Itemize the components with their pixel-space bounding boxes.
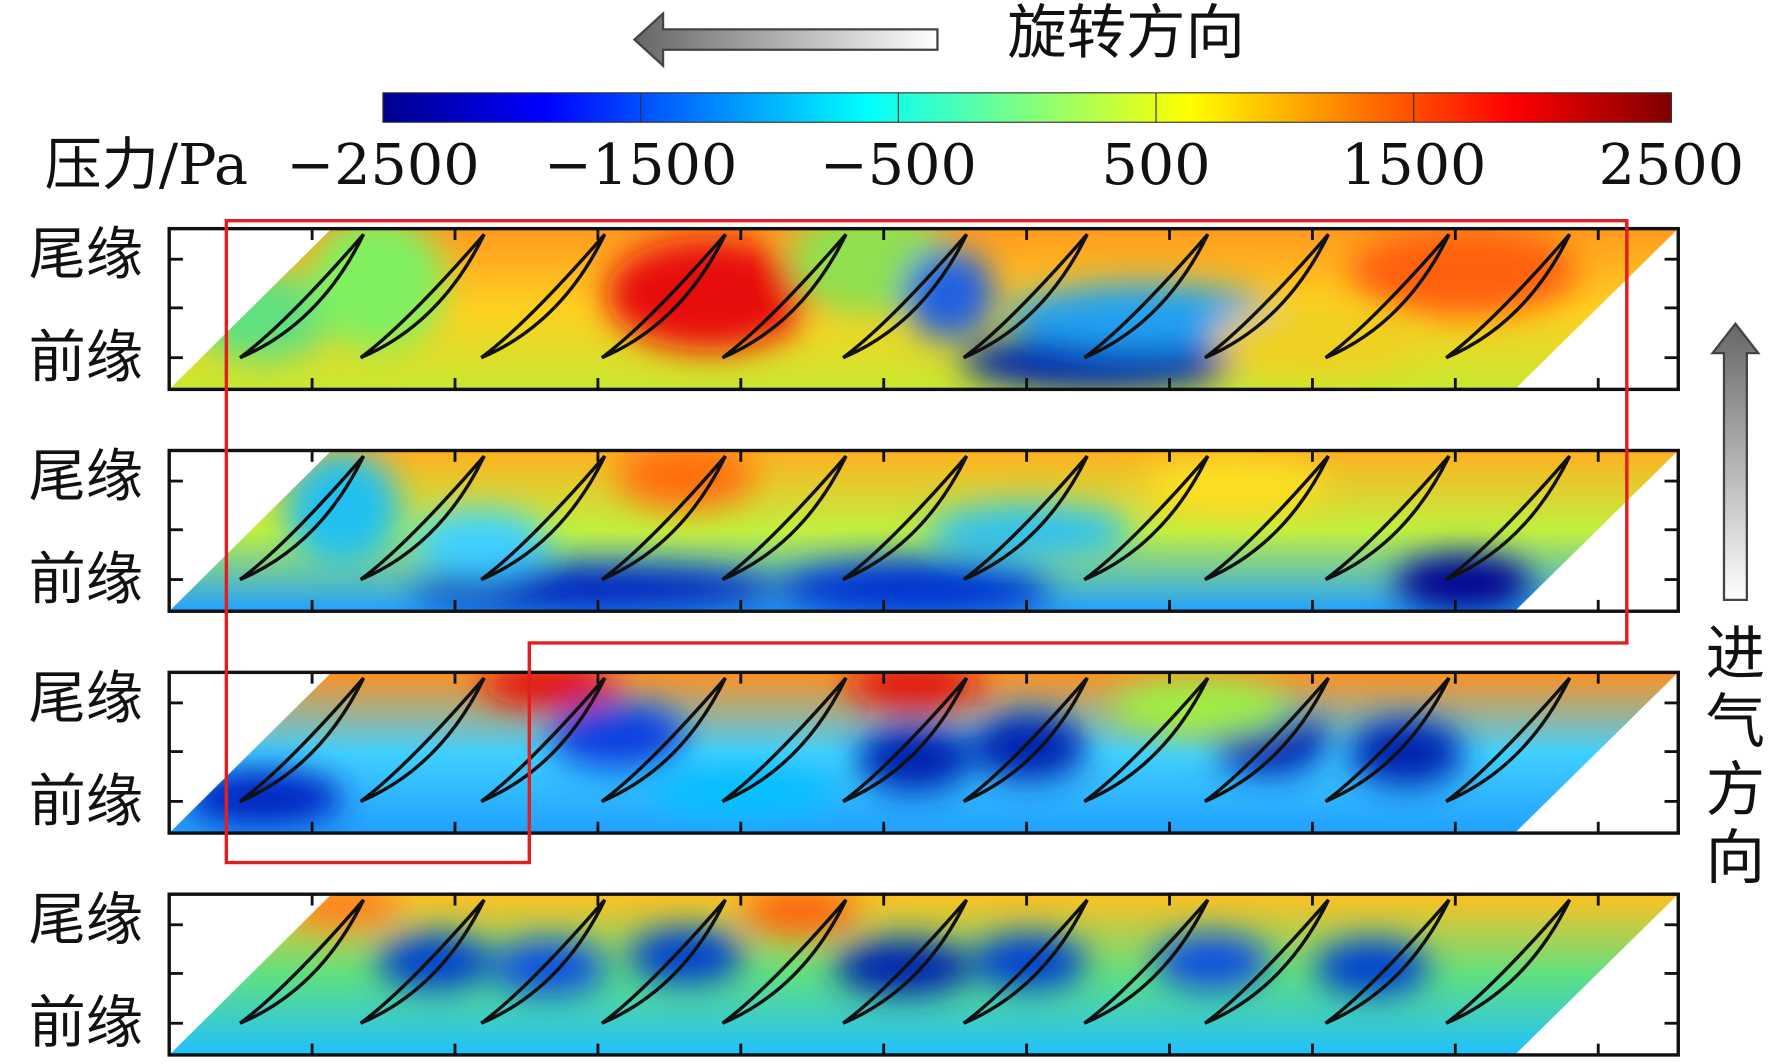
colorbar-tick-label: −500	[820, 132, 977, 198]
blade	[1324, 898, 1451, 1025]
rotation-arrow	[632, 11, 939, 69]
blade	[842, 455, 969, 582]
blade	[359, 233, 486, 360]
pressure-field	[169, 894, 1679, 1055]
blade	[480, 233, 607, 360]
colorbar	[382, 92, 1672, 123]
inflow-label-char: 方	[1706, 755, 1765, 824]
pressure-field	[169, 228, 1679, 390]
blade	[962, 455, 1089, 582]
y-label: 尾缘	[29, 887, 143, 953]
blade	[842, 898, 969, 1025]
colorbar-tick-label: 2500	[1599, 132, 1744, 198]
blade	[239, 676, 366, 803]
blade	[359, 455, 486, 582]
blade	[962, 898, 1089, 1025]
y-label: 前缘	[29, 325, 143, 391]
blade	[1203, 898, 1330, 1025]
blade	[962, 676, 1089, 803]
blade	[721, 676, 848, 803]
blade	[842, 233, 969, 360]
inflow-label-char: 气	[1706, 687, 1765, 756]
pressure-field	[169, 450, 1679, 612]
blade	[600, 676, 727, 803]
blade	[721, 455, 848, 582]
blade	[480, 676, 607, 803]
blade	[359, 676, 486, 803]
y-label: 尾缘	[29, 666, 143, 732]
blade	[239, 898, 366, 1025]
blade	[721, 233, 848, 360]
blade	[1445, 455, 1572, 582]
blade	[1324, 455, 1451, 582]
rotation-label: 旋转方向	[1007, 0, 1245, 67]
blade	[480, 898, 607, 1025]
blade	[1324, 233, 1451, 360]
blade	[962, 233, 1089, 360]
inflow-label-char: 向	[1706, 823, 1765, 892]
blade	[1083, 676, 1210, 803]
blade	[359, 898, 486, 1025]
blade	[600, 898, 727, 1025]
colorbar-label: 压力/Pa	[45, 132, 248, 198]
y-label: 前缘	[29, 547, 143, 613]
blade	[239, 233, 366, 360]
blade	[480, 455, 607, 582]
colorbar-tick-label: 500	[1101, 132, 1210, 198]
blade	[239, 455, 366, 582]
blade	[1445, 233, 1572, 360]
blade	[1203, 455, 1330, 582]
y-label: 尾缘	[29, 444, 143, 510]
blade	[1203, 233, 1330, 360]
colorbar-tick-label: −2500	[286, 132, 479, 198]
y-label: 前缘	[29, 769, 143, 835]
inflow-arrow	[1710, 321, 1761, 602]
blade	[1083, 233, 1210, 360]
highlight-box	[224, 219, 1629, 865]
blade	[1445, 676, 1572, 803]
blade	[1203, 676, 1330, 803]
y-label: 前缘	[29, 990, 143, 1056]
blade	[1083, 455, 1210, 582]
blade	[1324, 676, 1451, 803]
blade	[600, 455, 727, 582]
inflow-label-char: 进	[1706, 620, 1765, 689]
blade	[721, 898, 848, 1025]
blade	[842, 676, 969, 803]
blade	[1083, 898, 1210, 1025]
blade	[1445, 898, 1572, 1025]
colorbar-tick-label: 1500	[1341, 132, 1486, 198]
blade	[600, 233, 727, 360]
pressure-field	[169, 672, 1679, 834]
y-label: 尾缘	[29, 222, 143, 288]
colorbar-tick-label: −1500	[544, 132, 737, 198]
